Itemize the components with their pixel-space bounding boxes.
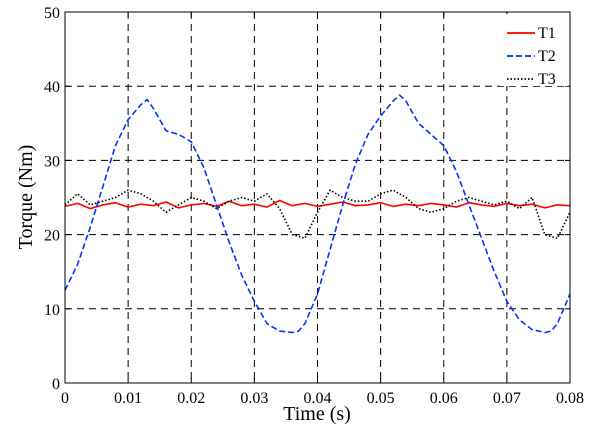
legend-label-t3: T3 [538,71,556,88]
x-axis-title: Time (s) [283,403,351,425]
x-tick-label: 0 [61,390,69,407]
series-line-t3 [64,189,571,240]
y-tick-label: 50 [44,5,60,22]
x-tick-label: 0.08 [556,390,584,407]
x-tick-label: 0.05 [367,390,395,407]
y-tick-label: 30 [44,153,60,170]
y-tick-label: 0 [52,376,60,393]
x-tick-label: 0.01 [114,390,142,407]
x-tick-label: 0.04 [304,390,332,407]
y-axis-title: Torque (Nm) [15,145,37,250]
x-tick-label: 0.07 [493,390,521,407]
x-tick-label: 0.03 [240,390,268,407]
series-line-t2 [64,94,571,334]
y-tick-label: 20 [44,228,60,245]
x-tick-labels: 0 0.01 0.02 0.03 0.04 0.05 0.06 0.07 0.08 [61,390,584,407]
series-line-t1 [64,199,571,210]
legend-box [500,14,568,86]
legend-label-t2: T2 [538,48,556,65]
legend-label-t1: T1 [538,25,556,42]
series-lines [64,94,571,334]
grid-lines [65,12,570,383]
y-tick-label: 40 [44,79,60,96]
x-tick-label: 0.06 [430,390,458,407]
legend: T1 T2 T3 [500,14,568,88]
x-tick-label: 0.02 [177,390,205,407]
y-tick-label: 10 [44,302,60,319]
y-tick-labels: 0 10 20 30 40 50 [44,5,60,393]
